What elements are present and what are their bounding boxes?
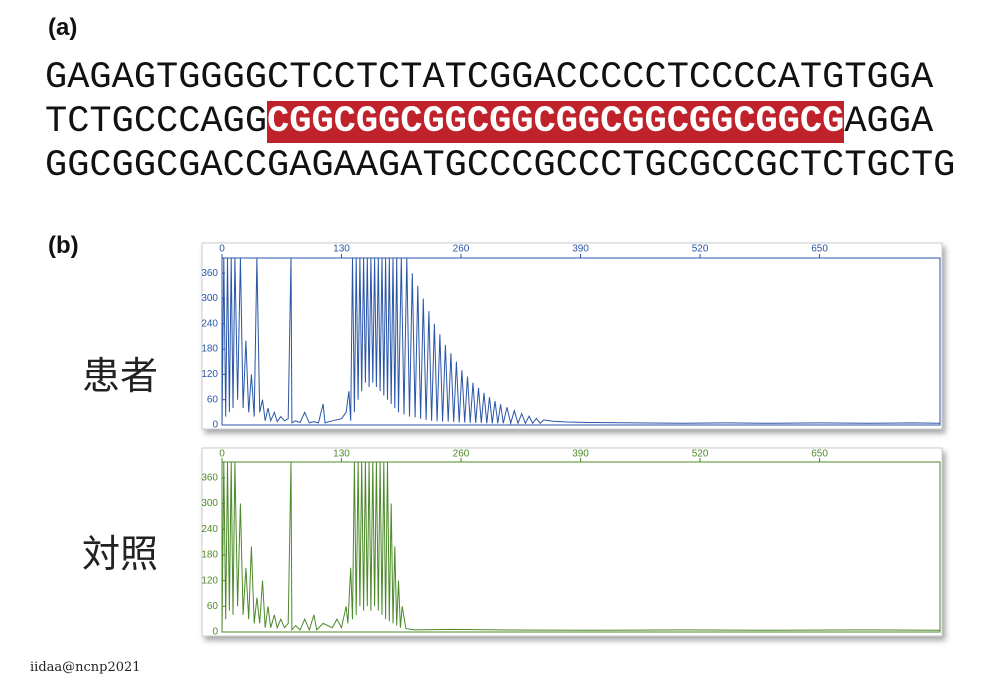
x-tick-label: 0 (219, 244, 225, 255)
y-tick-label: 240 (201, 318, 218, 329)
x-tick-label: 520 (692, 244, 709, 255)
x-tick-label: 390 (572, 449, 589, 460)
sequence-line: GAGAGTGGGGCTCCTCTATCGGACCCCCTCCCCATGTGGA (45, 57, 934, 99)
y-tick-label: 180 (201, 550, 218, 561)
sequence-line: GGCGGCGACCGAGAAGATGCCCGCCCTGCGCCGCTCTGCT… (45, 145, 956, 187)
repeat-highlight: CGGCGGCGGCGGCGGCGGCGGCGGCG (267, 101, 845, 143)
x-tick-label: 650 (811, 244, 828, 255)
plot-area (221, 461, 941, 633)
y-tick-label: 360 (201, 268, 218, 279)
y-tick-label: 60 (207, 601, 219, 612)
y-tick-label: 120 (201, 369, 218, 380)
y-tick-label: 60 (207, 394, 219, 405)
x-tick-label: 520 (692, 449, 709, 460)
y-tick-label: 240 (201, 524, 218, 535)
panel-label: (a) (48, 14, 78, 41)
panel-label: (b) (48, 232, 79, 259)
x-tick-label: 0 (219, 449, 225, 460)
sequence-part: TCTGCCCAGG (45, 101, 268, 143)
sequence-part: AGGA (844, 101, 934, 143)
y-tick-label: 0 (212, 420, 218, 431)
trace (222, 462, 940, 632)
y-tick-label: 0 (212, 627, 218, 638)
y-tick-label: 300 (201, 498, 218, 509)
y-tick-label: 120 (201, 575, 218, 586)
trace (222, 258, 940, 425)
y-tick-label: 180 (201, 344, 218, 355)
trace-label: 対照 (82, 532, 159, 576)
x-tick-label: 260 (453, 244, 470, 255)
plot-area (221, 257, 941, 426)
trace-label: 患者 (82, 354, 159, 398)
x-tick-label: 130 (333, 449, 350, 460)
x-tick-label: 650 (811, 449, 828, 460)
y-tick-label: 300 (201, 293, 218, 304)
credit: iidaa@ncnp2021 (30, 660, 141, 675)
x-tick-label: 130 (333, 244, 350, 255)
y-tick-label: 360 (201, 472, 218, 483)
x-tick-label: 260 (453, 449, 470, 460)
sequence-line: TCTGCCCAGGCGGCGGCGGCGGCGGCGGCGGCGGCGAGGA (45, 100, 933, 144)
x-tick-label: 390 (572, 244, 589, 255)
